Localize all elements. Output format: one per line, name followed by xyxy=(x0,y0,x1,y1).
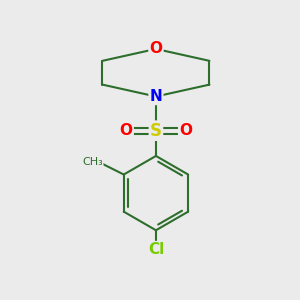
Text: N: N xyxy=(150,89,162,104)
Text: CH₃: CH₃ xyxy=(82,157,103,167)
Text: S: S xyxy=(150,122,162,140)
Text: O: O xyxy=(149,41,162,56)
Text: Cl: Cl xyxy=(148,242,164,257)
Text: O: O xyxy=(179,123,192,138)
Text: O: O xyxy=(120,123,133,138)
